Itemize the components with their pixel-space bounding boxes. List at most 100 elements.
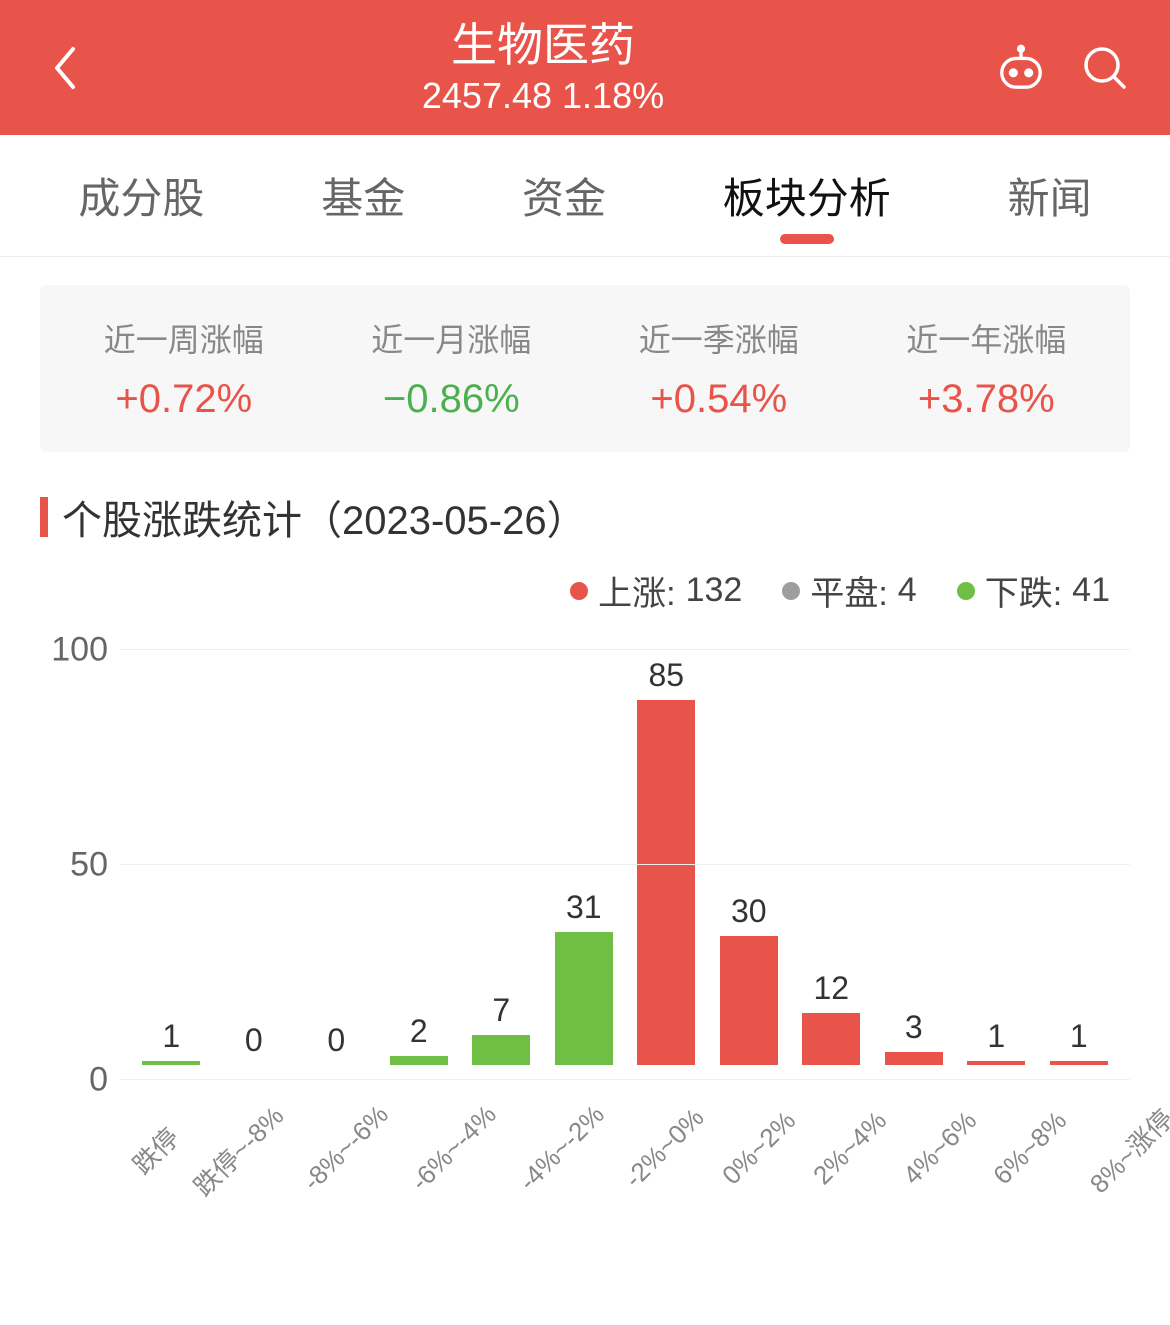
x-tick-label: 跌停~-8%: [184, 1097, 290, 1203]
bar-item: 2: [378, 635, 461, 1065]
header-bar: 生物医药 2457.48 1.18%: [0, 0, 1170, 135]
y-tick-label: 100: [51, 631, 108, 670]
header-actions: [996, 43, 1130, 93]
chart-x-axis: 跌停跌停~-8%-8%~-6%-6%~-4%-4%~-2%-2%~0%0%~2%…: [120, 1103, 1130, 1160]
grid-line: [120, 649, 1130, 650]
bar-value-label: 0: [245, 1022, 263, 1059]
x-tick-label: -8%~-6%: [297, 1099, 399, 1201]
bar: [967, 1061, 1025, 1065]
bar-item: 12: [790, 635, 873, 1065]
bar-item: 1: [1038, 635, 1121, 1065]
stat-label: 近一年涨幅: [853, 315, 1121, 361]
chart-legend: 上涨: 132 平盘: 4 下跌: 41: [60, 566, 1110, 615]
section-title-text: 个股涨跌统计（2023-05-26）: [62, 488, 587, 546]
bar-value-label: 1: [162, 1018, 180, 1055]
legend-flat: 平盘: 4: [782, 566, 916, 615]
stat-value: +0.54%: [585, 377, 853, 422]
bar-item: 30: [708, 635, 791, 1065]
stat-value: −0.86%: [318, 377, 586, 422]
legend-down: 下跌: 41: [957, 566, 1110, 615]
bar: [885, 1052, 943, 1065]
robot-icon: [996, 42, 1046, 94]
bar-item: 7: [460, 635, 543, 1065]
bar-value-label: 1: [987, 1018, 1005, 1055]
bar: [555, 932, 613, 1065]
grid-line: [120, 864, 1130, 865]
x-tick-label: 0%~2%: [716, 1105, 806, 1195]
back-button[interactable]: [40, 43, 90, 93]
stat-quarter: 近一季涨幅 +0.54%: [585, 315, 853, 422]
stat-label: 近一周涨幅: [50, 315, 318, 361]
tab-news[interactable]: 新闻: [1008, 165, 1092, 238]
bar: [720, 936, 778, 1065]
bar-value-label: 7: [492, 992, 510, 1029]
grid-line: [120, 1079, 1130, 1080]
y-tick-label: 50: [70, 846, 108, 885]
bar: [472, 1035, 530, 1065]
robot-button[interactable]: [996, 43, 1046, 93]
period-stats-card: 近一周涨幅 +0.72% 近一月涨幅 −0.86% 近一季涨幅 +0.54% 近…: [40, 285, 1130, 452]
stat-label: 近一月涨幅: [318, 315, 586, 361]
stat-week: 近一周涨幅 +0.72%: [50, 315, 318, 422]
y-tick-label: 0: [89, 1061, 108, 1100]
bar-value-label: 30: [731, 893, 767, 930]
x-tick-label: -4%~-2%: [512, 1099, 614, 1201]
bar-item: 1: [130, 635, 213, 1065]
stat-label: 近一季涨幅: [585, 315, 853, 361]
bar-value-label: 2: [410, 1013, 428, 1050]
bar: [637, 700, 695, 1066]
tab-sector-analysis[interactable]: 板块分析: [723, 165, 891, 238]
tab-components[interactable]: 成分股: [78, 165, 204, 238]
x-tick-label: 8%~涨停: [1080, 1100, 1170, 1200]
stat-month: 近一月涨幅 −0.86%: [318, 315, 586, 422]
legend-label: 平盘:: [810, 566, 887, 615]
x-tick-label: -2%~0%: [619, 1102, 715, 1198]
header-center: 生物医药 2457.48 1.18%: [90, 18, 996, 117]
change-value: 1.18%: [562, 75, 664, 116]
bar-item: 3: [873, 635, 956, 1065]
legend-label: 下跌:: [985, 566, 1062, 615]
bar-value-label: 3: [905, 1009, 923, 1046]
x-tick-label: 跌停: [123, 1119, 186, 1182]
search-button[interactable]: [1080, 43, 1130, 93]
stat-year: 近一年涨幅 +3.78%: [853, 315, 1121, 422]
tab-capital[interactable]: 资金: [522, 165, 606, 238]
stat-value: +0.72%: [50, 377, 318, 422]
bars-container: 1002731853012311: [120, 635, 1130, 1065]
legend-value: 4: [898, 571, 917, 610]
price-value: 2457.48: [422, 75, 552, 116]
bar-value-label: 31: [566, 889, 602, 926]
x-tick-label: 2%~4%: [807, 1105, 897, 1195]
bar-item: 31: [543, 635, 626, 1065]
bar-item: 1: [955, 635, 1038, 1065]
legend-dot-icon: [957, 582, 975, 600]
tabs-bar: 成分股 基金 资金 板块分析 新闻: [0, 135, 1170, 257]
legend-value: 132: [686, 571, 743, 610]
section-title: 个股涨跌统计（2023-05-26）: [40, 488, 1130, 546]
search-icon: [1080, 43, 1130, 93]
bar-value-label: 1: [1070, 1018, 1088, 1055]
tab-funds[interactable]: 基金: [321, 165, 405, 238]
bar-value-label: 85: [648, 657, 684, 694]
bar-item: 85: [625, 635, 708, 1065]
legend-up: 上涨: 132: [570, 566, 742, 615]
x-tick-label: -6%~-4%: [405, 1099, 507, 1201]
bar: [802, 1013, 860, 1065]
chart-y-axis: 0 50 100: [40, 635, 120, 1095]
legend-dot-icon: [782, 582, 800, 600]
x-tick-label: 4%~6%: [897, 1105, 987, 1195]
x-tick-label: 6%~8%: [988, 1105, 1078, 1195]
distribution-chart: 0 50 100 1002731853012311: [40, 635, 1130, 1095]
legend-value: 41: [1072, 571, 1110, 610]
chevron-left-icon: [51, 45, 79, 91]
header-stats: 2457.48 1.18%: [90, 75, 996, 117]
legend-label: 上涨:: [598, 566, 675, 615]
bar-value-label: 12: [813, 970, 849, 1007]
bar-item: 0: [295, 635, 378, 1065]
bar: [390, 1056, 448, 1065]
chart-plot-area: 1002731853012311: [120, 635, 1130, 1095]
bar-item: 0: [213, 635, 296, 1065]
bar: [1050, 1061, 1108, 1065]
bar-value-label: 0: [327, 1022, 345, 1059]
page-title: 生物医药: [90, 18, 996, 73]
